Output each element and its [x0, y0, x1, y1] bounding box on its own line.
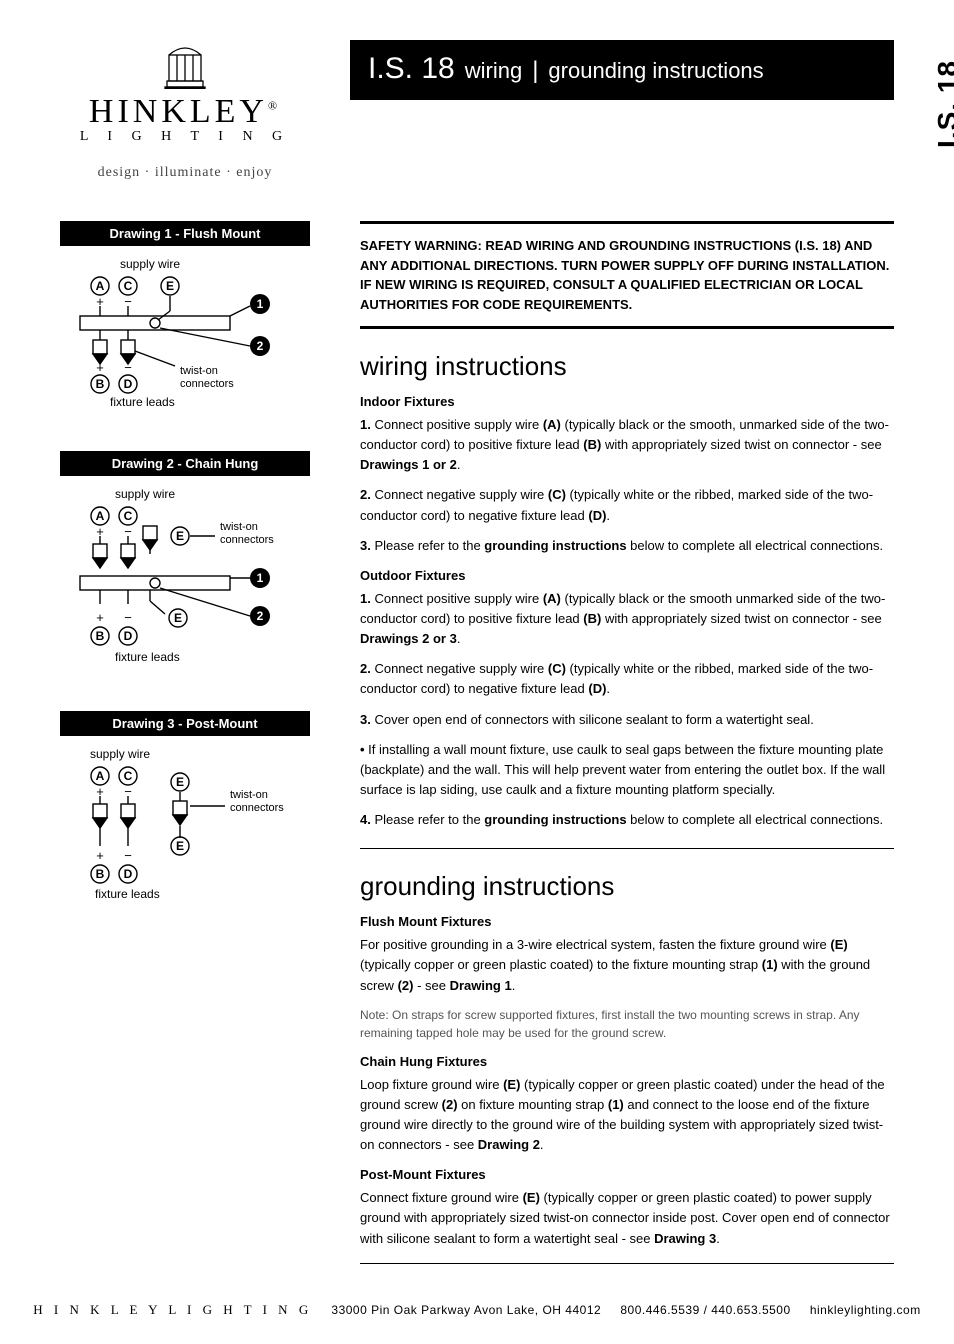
header-row: HINKLEY® L I G H T I N G design · illumi…: [60, 40, 894, 181]
drawing-2-svg: supply wire A C E + − twist-on connector…: [60, 486, 290, 676]
svg-text:+: +: [96, 610, 104, 625]
svg-text:connectors: connectors: [230, 802, 284, 814]
svg-text:connectors: connectors: [180, 378, 234, 390]
page-footer: H I N K L E Y L I G H T I N G 33000 Pin …: [0, 1302, 954, 1318]
svg-text:−: −: [124, 360, 132, 375]
svg-text:fixture leads: fixture leads: [110, 395, 175, 409]
chain-heading: Chain Hung Fixtures: [360, 1054, 894, 1069]
svg-text:2: 2: [257, 339, 264, 353]
safety-warning: SAFETY WARNING: READ WIRING AND GROUNDIN…: [360, 224, 894, 326]
grounding-heading: grounding instructions: [360, 871, 894, 902]
side-tab: I.S. 18: [932, 60, 954, 148]
drawing-2: Drawing 2 - Chain Hung supply wire A C E…: [60, 451, 310, 681]
step: 1. Connect positive supply wire (A) (typ…: [360, 415, 894, 475]
svg-text:1: 1: [257, 297, 264, 311]
svg-text:B: B: [96, 377, 105, 391]
svg-text:+: +: [96, 848, 104, 863]
footer-address: 33000 Pin Oak Parkway Avon Lake, OH 4401…: [331, 1303, 601, 1317]
svg-text:C: C: [124, 509, 133, 523]
right-column: SAFETY WARNING: READ WIRING AND GROUNDIN…: [360, 221, 894, 1264]
drawing-1-svg: supply wire A C E + −: [60, 256, 290, 416]
rule-bottom: [360, 1263, 894, 1264]
svg-text:fixture leads: fixture leads: [95, 887, 160, 901]
svg-text:fixture leads: fixture leads: [115, 650, 180, 664]
svg-text:D: D: [124, 867, 133, 881]
title-bar-wrap: I.S. 18 wiring | grounding instructions: [350, 40, 894, 100]
svg-text:twist-on: twist-on: [180, 365, 218, 377]
footer-site: hinkleylighting.com: [810, 1303, 921, 1317]
svg-text:E: E: [176, 529, 184, 543]
brand-subline: L I G H T I N G: [60, 129, 310, 145]
svg-text:D: D: [124, 377, 133, 391]
svg-text:−: −: [124, 610, 132, 625]
title-pipe: |: [532, 57, 538, 85]
drawing-3-title: Drawing 3 - Post-Mount: [60, 711, 310, 736]
indoor-steps: 1. Connect positive supply wire (A) (typ…: [360, 415, 894, 556]
svg-text:E: E: [166, 279, 174, 293]
reg-mark: ®: [268, 99, 281, 113]
rule-after-warning: [360, 326, 894, 329]
footer-brand: H I N K L E Y L I G H T I N G: [33, 1302, 312, 1317]
brand-name-text: HINKLEY: [89, 93, 268, 130]
step: 2. Connect negative supply wire (C) (typ…: [360, 659, 894, 699]
svg-text:A: A: [96, 769, 105, 783]
flush-heading: Flush Mount Fixtures: [360, 914, 894, 929]
left-column: Drawing 1 - Flush Mount supply wire A C …: [60, 221, 310, 1264]
step: 2. Connect negative supply wire (C) (typ…: [360, 485, 894, 525]
step: 3. Please refer to the grounding instruc…: [360, 536, 894, 556]
svg-text:D: D: [124, 629, 133, 643]
wiring-heading: wiring instructions: [360, 351, 894, 382]
drawing-3: Drawing 3 - Post-Mount supply wire A C E…: [60, 711, 310, 921]
svg-text:E: E: [176, 775, 184, 789]
title-sub-right: grounding instructions: [548, 58, 763, 84]
step: • If installing a wall mount fixture, us…: [360, 740, 894, 800]
step: 4. Please refer to the grounding instruc…: [360, 810, 894, 830]
lantern-icon: [155, 45, 215, 89]
drawing-3-svg: supply wire A C E + − twist-on connector…: [60, 746, 290, 916]
svg-text:E: E: [176, 839, 184, 853]
svg-text:B: B: [96, 867, 105, 881]
title-bar: I.S. 18 wiring | grounding instructions: [350, 40, 894, 100]
title-main: I.S. 18: [368, 52, 455, 86]
brand-name: HINKLEY®: [60, 93, 310, 131]
footer-phone: 800.446.5539 / 440.653.5500: [620, 1303, 790, 1317]
svg-text:A: A: [96, 279, 105, 293]
svg-text:1: 1: [257, 571, 264, 585]
svg-text:2: 2: [257, 609, 264, 623]
svg-text:C: C: [124, 769, 133, 783]
outdoor-heading: Outdoor Fixtures: [360, 568, 894, 583]
logo-block: HINKLEY® L I G H T I N G design · illumi…: [60, 40, 310, 181]
brand-tagline: design · illuminate · enjoy: [60, 165, 310, 181]
drawing-1-title: Drawing 1 - Flush Mount: [60, 221, 310, 246]
post-heading: Post-Mount Fixtures: [360, 1167, 894, 1182]
svg-text:E: E: [174, 611, 182, 625]
chain-text: Loop fixture ground wire (E) (typically …: [360, 1075, 894, 1156]
svg-text:twist-on: twist-on: [220, 521, 258, 533]
step: 3. Cover open end of connectors with sil…: [360, 710, 894, 730]
indoor-heading: Indoor Fixtures: [360, 394, 894, 409]
svg-text:−: −: [124, 848, 132, 863]
post-text: Connect fixture ground wire (E) (typical…: [360, 1188, 894, 1248]
svg-text:C: C: [124, 279, 133, 293]
svg-text:supply wire: supply wire: [120, 257, 180, 271]
body-columns: Drawing 1 - Flush Mount supply wire A C …: [60, 221, 894, 1264]
rule-mid: [360, 848, 894, 849]
drawing-1: Drawing 1 - Flush Mount supply wire A C …: [60, 221, 310, 421]
svg-text:+: +: [96, 360, 104, 375]
outdoor-steps: 1. Connect positive supply wire (A) (typ…: [360, 589, 894, 830]
drawing-2-title: Drawing 2 - Chain Hung: [60, 451, 310, 476]
svg-text:supply wire: supply wire: [115, 487, 175, 501]
title-sub-left: wiring: [465, 58, 522, 84]
svg-text:supply wire: supply wire: [90, 747, 150, 761]
step: 1. Connect positive supply wire (A) (typ…: [360, 589, 894, 649]
svg-text:A: A: [96, 509, 105, 523]
flush-note: Note: On straps for screw supported fixt…: [360, 1006, 894, 1042]
svg-text:twist-on: twist-on: [230, 789, 268, 801]
svg-text:connectors: connectors: [220, 534, 274, 546]
flush-text: For positive grounding in a 3-wire elect…: [360, 935, 894, 995]
svg-text:B: B: [96, 629, 105, 643]
